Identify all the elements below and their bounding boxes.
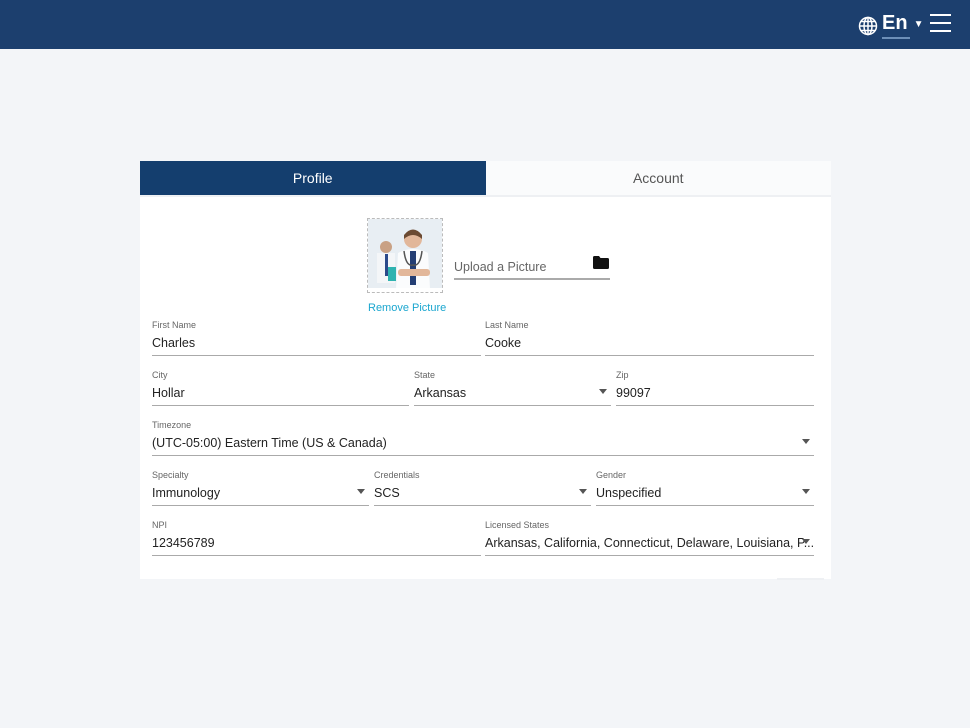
licensed-states-value: Arkansas, California, Connecticut, Delaw… [485, 536, 815, 550]
timezone-value: (UTC-05:00) Eastern Time (US & Canada) [152, 436, 387, 450]
credentials-label: Credentials [374, 470, 420, 480]
zip-value: 99097 [616, 386, 651, 400]
dropdown-arrow-icon [357, 489, 365, 494]
first-name-label: First Name [152, 320, 197, 330]
city-label: City [152, 370, 168, 380]
upload-picture-field[interactable]: Upload a Picture [454, 247, 610, 280]
caret-down-icon: ▼ [913, 19, 924, 30]
tab-profile[interactable]: Profile [140, 161, 486, 195]
licensed-states-label: Licensed States [485, 520, 550, 530]
gender-select[interactable]: Gender Unspecified [596, 470, 814, 506]
dropdown-arrow-icon [579, 489, 587, 494]
gender-value: Unspecified [596, 486, 662, 500]
state-label: State [414, 370, 436, 380]
npi-field[interactable]: NPI 123456789 [152, 520, 481, 556]
dropdown-arrow-icon [599, 389, 607, 394]
first-name-field[interactable]: First Name Charles [152, 320, 481, 356]
last-name-value: Cooke [485, 336, 522, 350]
licensed-states-select[interactable]: Licensed States Arkansas, California, Co… [485, 520, 814, 556]
tab-bar: Profile Account [140, 161, 831, 197]
divider [777, 578, 824, 580]
city-field[interactable]: City Hollar [152, 370, 409, 406]
profile-picture [367, 218, 443, 293]
hamburger-menu-icon[interactable] [930, 14, 951, 32]
credentials-select[interactable]: Credentials SCS [374, 470, 591, 506]
state-select[interactable]: State Arkansas [414, 370, 611, 406]
gender-label: Gender [596, 470, 627, 480]
state-value: Arkansas [414, 386, 467, 400]
remove-picture-link[interactable]: Remove Picture [368, 302, 447, 314]
specialty-label: Specialty [152, 470, 189, 480]
dropdown-arrow-icon [802, 489, 810, 494]
credentials-value: SCS [374, 486, 400, 500]
zip-field[interactable]: Zip 99097 [616, 370, 814, 406]
dropdown-arrow-icon [802, 539, 810, 544]
last-name-label: Last Name [485, 320, 529, 330]
timezone-select[interactable]: Timezone (UTC-05:00) Eastern Time (US & … [152, 420, 814, 456]
city-value: Hollar [152, 386, 185, 400]
language-code: En [882, 12, 910, 39]
top-bar: En ▼ [0, 0, 970, 49]
profile-card: Profile Account Remove Picture Upload a … [140, 161, 831, 580]
upload-placeholder: Upload a Picture [454, 260, 547, 274]
npi-value: 123456789 [152, 536, 215, 550]
dropdown-arrow-icon [802, 439, 810, 444]
specialty-select[interactable]: Specialty Immunology [152, 470, 369, 506]
timezone-label: Timezone [152, 420, 192, 430]
specialty-value: Immunology [152, 486, 221, 500]
zip-label: Zip [616, 370, 629, 380]
first-name-value: Charles [152, 336, 196, 350]
folder-icon[interactable] [593, 256, 609, 269]
language-selector[interactable]: En ▼ [858, 12, 923, 39]
tab-account[interactable]: Account [485, 161, 831, 195]
globe-icon [858, 16, 878, 35]
last-name-field[interactable]: Last Name Cooke [485, 320, 814, 356]
npi-label: NPI [152, 520, 168, 530]
